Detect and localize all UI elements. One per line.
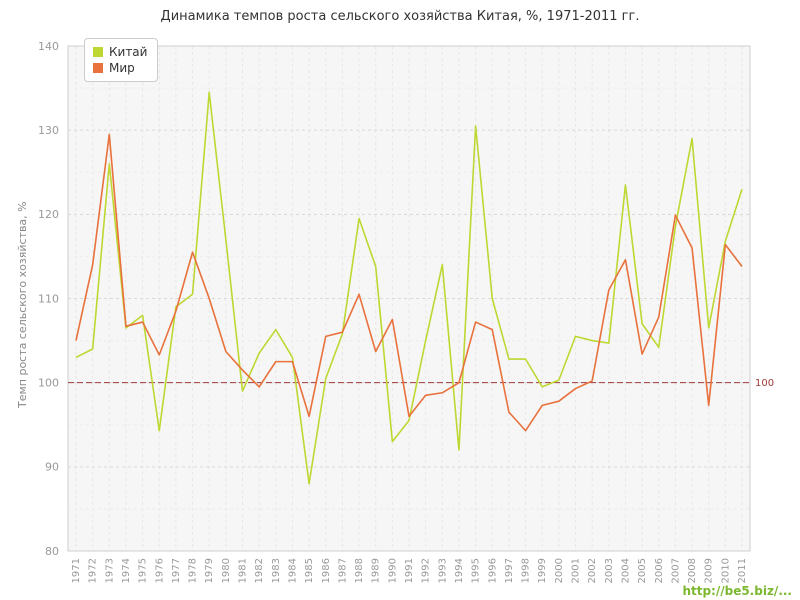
x-tick-label: 2008 bbox=[687, 558, 698, 583]
x-tick-label: 1975 bbox=[138, 558, 149, 583]
reference-line-label: 100 bbox=[755, 378, 774, 389]
legend-swatch-1 bbox=[93, 63, 103, 73]
x-tick-label: 1994 bbox=[454, 558, 465, 583]
x-tick-label: 2001 bbox=[571, 558, 582, 583]
x-tick-label: 2007 bbox=[670, 558, 681, 583]
legend: Китай Мир bbox=[84, 38, 159, 82]
x-tick-label: 1993 bbox=[437, 558, 448, 583]
x-tick-label: 1999 bbox=[537, 558, 548, 583]
chart-title: Динамика темпов роста сельского хозяйств… bbox=[160, 9, 640, 24]
y-tick-label: 130 bbox=[38, 124, 59, 137]
x-tick-label: 2000 bbox=[554, 558, 565, 583]
x-tick-label: 1972 bbox=[88, 558, 99, 583]
x-tick-label: 1986 bbox=[321, 558, 332, 583]
y-tick-label: 120 bbox=[38, 208, 59, 221]
x-tick-label: 1984 bbox=[287, 558, 298, 583]
x-tick-label: 1974 bbox=[121, 558, 132, 583]
series-line-1 bbox=[75, 133, 743, 432]
y-tick-label: 100 bbox=[38, 377, 59, 390]
x-tick-label: 1988 bbox=[354, 558, 365, 583]
x-tick-label: 1980 bbox=[221, 558, 232, 583]
x-tick-label: 1997 bbox=[504, 558, 515, 583]
legend-label-world: Мир bbox=[109, 61, 135, 75]
x-tick-label: 1989 bbox=[371, 558, 382, 583]
legend-swatch-0 bbox=[93, 47, 103, 57]
x-tick-label: 1982 bbox=[254, 558, 265, 583]
x-tick-label: 1981 bbox=[238, 558, 249, 583]
x-tick-label: 1973 bbox=[104, 558, 115, 583]
series-line-0 bbox=[75, 91, 743, 485]
plot-border bbox=[67, 45, 751, 552]
x-tick-label: 1995 bbox=[471, 558, 482, 583]
watermark-link[interactable]: http://be5.biz/... bbox=[682, 584, 792, 598]
x-tick-label: 2010 bbox=[720, 558, 731, 583]
y-tick-label: 110 bbox=[38, 292, 59, 305]
x-tick-label: 2003 bbox=[604, 558, 615, 583]
legend-item-world: Мир bbox=[93, 60, 147, 76]
x-tick-label: 1979 bbox=[204, 558, 215, 583]
x-tick-label: 2011 bbox=[737, 558, 748, 583]
x-tick-label: 2005 bbox=[637, 558, 648, 583]
x-tick-label: 1985 bbox=[304, 558, 315, 583]
y-tick-label: 80 bbox=[45, 545, 59, 558]
x-tick-label: 1998 bbox=[521, 558, 532, 583]
x-tick-label: 1987 bbox=[337, 558, 348, 583]
x-tick-label: 1992 bbox=[421, 558, 432, 583]
y-tick-label: 90 bbox=[45, 461, 59, 474]
x-tick-label: 1977 bbox=[171, 558, 182, 583]
x-tick-label: 1983 bbox=[271, 558, 282, 583]
x-tick-label: 1991 bbox=[404, 558, 415, 583]
x-tick-label: 2009 bbox=[704, 558, 715, 583]
x-tick-label: 1978 bbox=[188, 558, 199, 583]
x-tick-label: 1976 bbox=[154, 558, 165, 583]
legend-item-china: Китай bbox=[93, 44, 147, 60]
y-tick-label: 140 bbox=[38, 40, 59, 53]
x-tick-label: 2006 bbox=[654, 558, 665, 583]
x-tick-label: 2002 bbox=[587, 558, 598, 583]
x-tick-label: 1990 bbox=[387, 558, 398, 583]
x-tick-label: 2004 bbox=[620, 558, 631, 583]
legend-label-china: Китай bbox=[109, 45, 148, 59]
x-tick-label: 1996 bbox=[487, 558, 498, 583]
x-tick-label: 1971 bbox=[71, 558, 82, 583]
